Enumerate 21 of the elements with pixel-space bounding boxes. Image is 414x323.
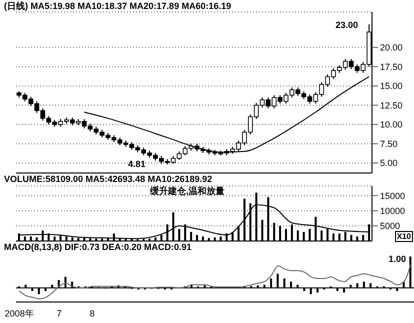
x-tick-label: 7 (56, 308, 62, 318)
annotation: 4.81 (128, 159, 146, 169)
text: X10 (394, 231, 413, 242)
chart-title: MACD(8,13,8) DIF:0.73 DEA:0.20 MACD:0.91 (4, 242, 192, 252)
y-tick-label: 5.00 (380, 158, 398, 168)
y-tick-label: 12.50 (380, 100, 403, 110)
x-tick-label: 2008年 (4, 308, 34, 318)
chart-title: VOLUME:58109.00 MA5:42693.48 MA10:26189.92 (4, 174, 212, 184)
x-tick-label: 8 (90, 308, 95, 318)
y-tick-label: 15000 (380, 190, 406, 201)
y-tick-label: 17.50 (380, 62, 403, 72)
y-tick-label: 10.00 (380, 120, 403, 130)
y-tick-label: 10000 (380, 206, 406, 216)
annotation: 缓升建仓,温和放量 (150, 185, 225, 198)
y-tick-label: 20.00 (380, 42, 403, 53)
y-tick-label: 15.00 (380, 81, 403, 92)
chart-title: (日线) MA5:19.98 MA10:18.37 MA20:17.89 MA60:16.19 (4, 0, 232, 13)
annotation: 23.00 (335, 20, 358, 30)
annotation: 1.00 (388, 254, 406, 264)
y-tick-label: 7.50 (380, 138, 398, 149)
y-tick-label: 5000 (380, 221, 400, 232)
